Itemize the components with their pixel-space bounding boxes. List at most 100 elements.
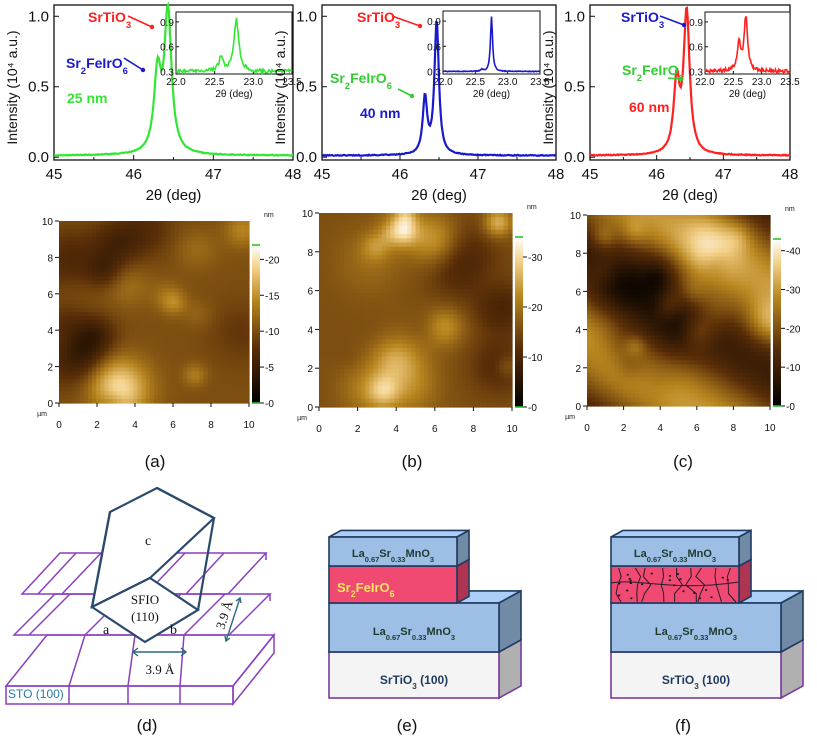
afm-pixel xyxy=(199,233,204,238)
afm-pixel xyxy=(655,240,660,245)
afm-pixel xyxy=(750,240,755,245)
afm-pixel xyxy=(474,230,479,235)
afm-pixel xyxy=(508,221,513,226)
afm-pixel xyxy=(746,219,751,224)
afm-pixel xyxy=(348,352,353,357)
afm-pixel xyxy=(453,226,458,231)
afm-pixel xyxy=(162,225,167,230)
afm-pixel xyxy=(125,371,130,376)
afm-pixel xyxy=(344,369,349,374)
afm-pixel xyxy=(142,375,147,380)
afm-pixel xyxy=(508,302,513,307)
afm-pixel xyxy=(399,217,404,222)
afm-pixel xyxy=(474,348,479,353)
afm-pixel xyxy=(133,336,138,341)
afm-pixel xyxy=(224,387,229,392)
afm-pixel xyxy=(92,348,97,353)
afm-pixel xyxy=(491,356,496,361)
afm-pixel xyxy=(232,320,237,325)
afm-pixel xyxy=(453,255,458,260)
afm-pixel xyxy=(216,316,221,321)
afm-pixel xyxy=(399,221,404,226)
afm-pixel xyxy=(179,308,184,313)
afm-pixel xyxy=(416,234,421,239)
afm-pixel xyxy=(738,240,743,245)
afm-pixel xyxy=(441,276,446,281)
afm-pixel xyxy=(245,399,250,404)
afm-pixel xyxy=(224,292,229,297)
afm-pixel xyxy=(175,383,180,388)
afm-pixel xyxy=(651,252,656,257)
afm-pixel xyxy=(483,289,488,294)
afm-pixel xyxy=(453,331,458,336)
afm-pixel xyxy=(659,248,664,253)
afm-pixel xyxy=(411,280,416,285)
afm-pixel xyxy=(344,352,349,357)
afm-pixel xyxy=(179,387,184,392)
afm-pixel xyxy=(378,377,383,382)
afm-pixel xyxy=(639,240,644,245)
afm-pixel xyxy=(504,399,509,404)
afm-pixel xyxy=(453,340,458,345)
afm-pixel xyxy=(386,221,391,226)
afm-pixel xyxy=(348,302,353,307)
afm-pixel xyxy=(117,340,122,345)
afm-pixel xyxy=(133,304,138,309)
afm-pixel xyxy=(395,386,400,391)
afm-pixel xyxy=(457,243,462,248)
afm-pixel xyxy=(241,324,246,329)
afm-pixel xyxy=(470,226,475,231)
afm-pixel xyxy=(129,399,134,404)
label-part: FeIrO xyxy=(350,70,387,86)
afm-pixel xyxy=(104,300,109,305)
afm-pixel xyxy=(706,223,711,228)
afm-pixel xyxy=(319,217,324,222)
afm-pixel xyxy=(212,249,217,254)
afm-pixel xyxy=(344,306,349,311)
afm-pixel xyxy=(403,276,408,281)
afm-pixel xyxy=(171,241,176,246)
afm-pixel xyxy=(187,257,192,262)
afm-pixel xyxy=(224,352,229,357)
afm-pixel xyxy=(179,391,184,396)
afm-pixel xyxy=(125,304,130,309)
afm-pixel xyxy=(323,390,328,395)
afm-pixel xyxy=(504,356,509,361)
afm-pixel xyxy=(726,244,731,249)
afm-pixel xyxy=(208,225,213,230)
afm-pixel xyxy=(187,352,192,357)
afm-pixel xyxy=(204,296,209,301)
afm-pixel xyxy=(395,272,400,277)
afm-pixel xyxy=(679,232,684,237)
afm-pixel xyxy=(183,245,188,250)
afm-pixel xyxy=(327,377,332,382)
inset-x-tick-label: 22.5 xyxy=(724,77,744,88)
afm-pixel xyxy=(474,340,479,345)
afm-pixel xyxy=(365,377,370,382)
afm-pixel xyxy=(336,382,341,387)
afm-pixel xyxy=(651,215,656,220)
afm-pixel xyxy=(766,219,771,224)
afm-pixel xyxy=(365,356,370,361)
afm-pixel xyxy=(224,363,229,368)
afm-pixel xyxy=(327,217,332,222)
afm-pixel xyxy=(407,310,412,315)
afm-pixel xyxy=(142,348,147,353)
afm-pixel xyxy=(411,327,416,332)
afm-pixel xyxy=(59,253,64,258)
afm-pixel xyxy=(407,365,412,370)
afm-pixel xyxy=(96,328,101,333)
afm-pixel xyxy=(378,217,383,222)
afm-pixel xyxy=(474,382,479,387)
afm-pixel xyxy=(407,331,412,336)
afm-pixel xyxy=(332,323,337,328)
afm-pixel xyxy=(59,336,64,341)
afm-pixel xyxy=(208,261,213,266)
afm-pixel xyxy=(407,382,412,387)
afm-pixel xyxy=(228,221,233,226)
afm-pixel xyxy=(382,289,387,294)
afm-pixel xyxy=(113,257,118,262)
afm-pixel xyxy=(386,340,391,345)
afm-pixel xyxy=(357,276,362,281)
afm-pixel xyxy=(76,367,81,372)
